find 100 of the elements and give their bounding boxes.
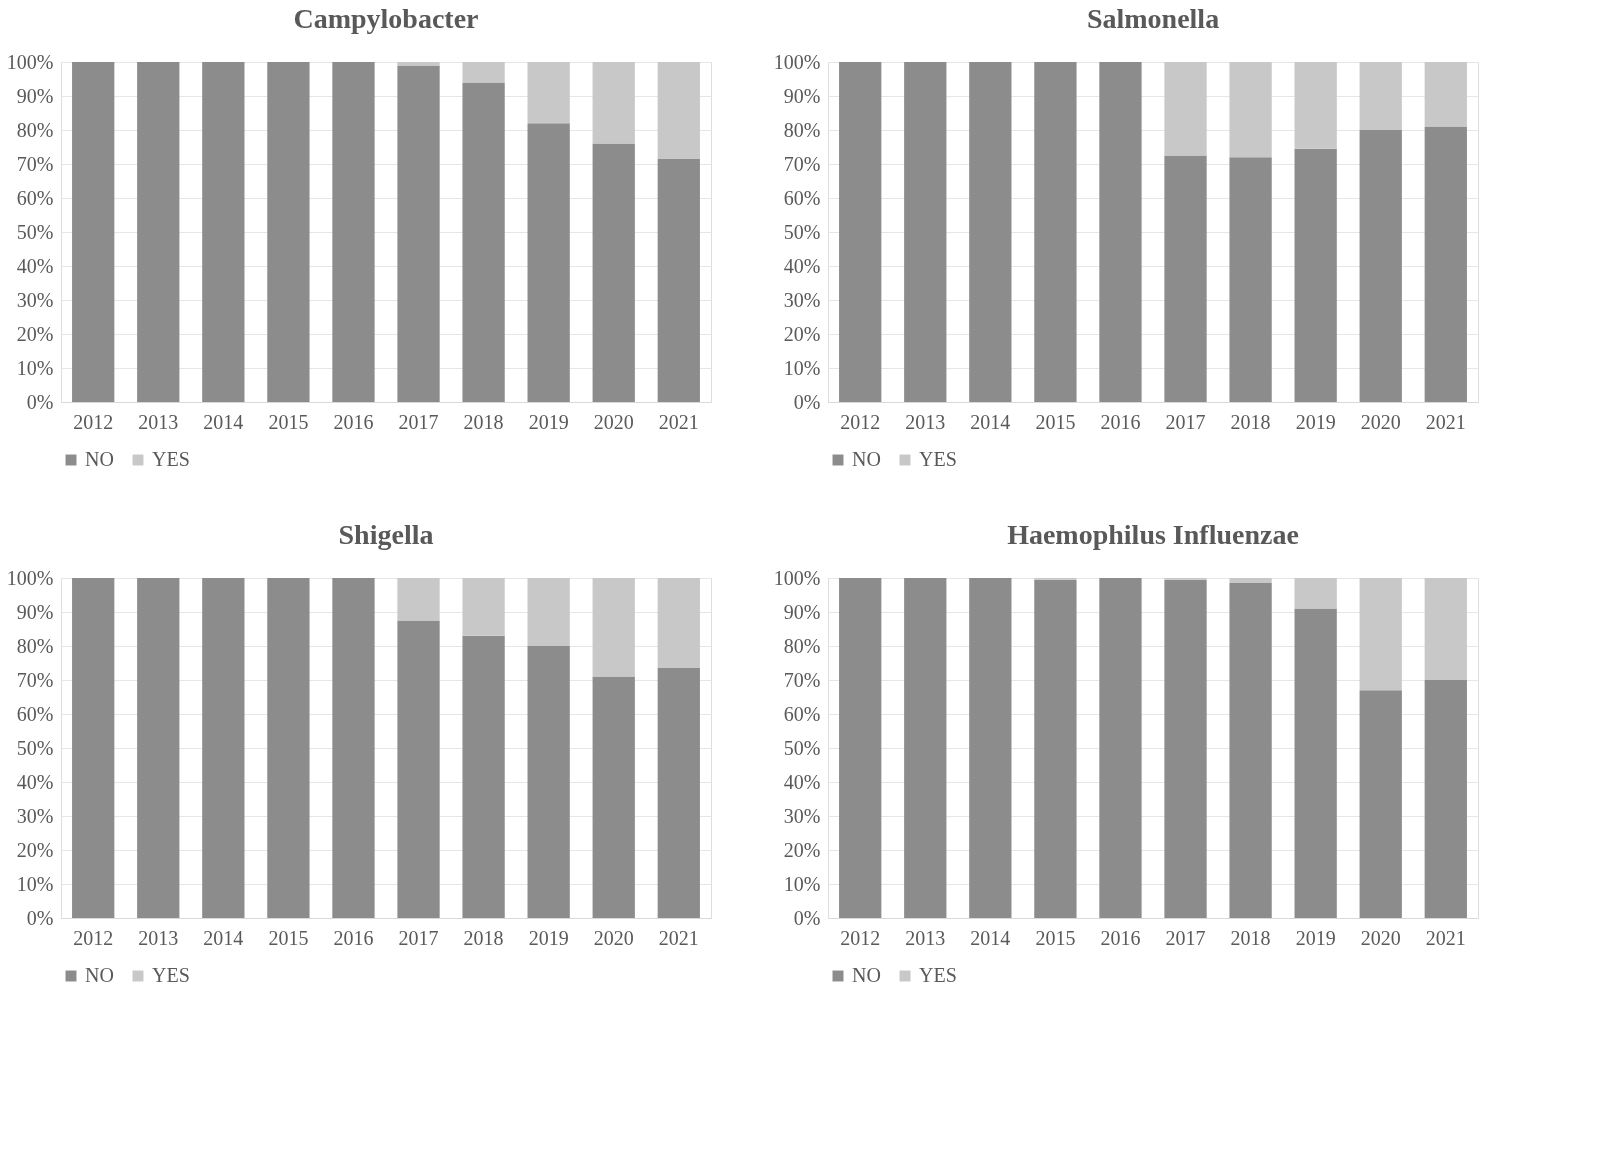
bar <box>137 578 180 918</box>
bar <box>202 62 245 402</box>
bar <box>1034 579 1077 918</box>
bar <box>462 82 505 402</box>
bar <box>462 635 505 918</box>
x-tick-label: 2015 <box>268 926 309 949</box>
y-tick-label: 10% <box>16 356 54 379</box>
x-tick-label: 2014 <box>203 410 244 433</box>
y-tick-label: 0% <box>793 906 821 929</box>
bar <box>592 578 635 677</box>
legend-label: YES <box>152 448 190 470</box>
y-tick-label: 50% <box>783 220 821 243</box>
bar <box>904 62 947 402</box>
x-tick-label: 2013 <box>138 410 179 433</box>
bar <box>1294 62 1337 149</box>
x-tick-label: 2014 <box>203 926 244 949</box>
y-tick-label: 0% <box>26 906 54 929</box>
bar <box>1229 62 1272 158</box>
x-tick-label: 2018 <box>1230 410 1271 433</box>
bar <box>202 578 245 918</box>
bar <box>1424 578 1467 680</box>
y-tick-label: 30% <box>16 288 54 311</box>
legend-label: YES <box>152 964 190 986</box>
y-tick-label: 80% <box>783 634 821 657</box>
x-tick-label: 2012 <box>840 926 881 949</box>
bar <box>1099 62 1142 402</box>
x-tick-label: 2015 <box>268 410 309 433</box>
y-tick-label: 100% <box>773 566 821 589</box>
x-tick-label: 2019 <box>1295 410 1336 433</box>
y-tick-label: 60% <box>783 702 821 725</box>
y-tick-label: 0% <box>26 390 54 413</box>
bar <box>72 578 115 918</box>
y-tick-label: 40% <box>783 254 821 277</box>
bar <box>1294 148 1337 402</box>
bar <box>1424 680 1467 918</box>
bar <box>904 578 947 918</box>
legend-label: NO <box>85 448 114 470</box>
chart-title: Haemophilus Influenzae <box>1007 519 1299 550</box>
y-tick-label: 30% <box>783 288 821 311</box>
x-tick-label: 2017 <box>1165 926 1206 949</box>
x-tick-label: 2021 <box>658 410 699 433</box>
y-tick-label: 20% <box>783 322 821 345</box>
y-tick-label: 70% <box>16 668 54 691</box>
x-tick-label: 2019 <box>528 410 569 433</box>
x-tick-label: 2020 <box>1360 410 1401 433</box>
bar <box>657 62 700 159</box>
bar <box>1359 130 1402 402</box>
x-tick-label: 2016 <box>333 926 374 949</box>
x-tick-label: 2017 <box>1165 410 1206 433</box>
bar <box>397 62 440 66</box>
y-tick-label: 80% <box>783 118 821 141</box>
legend-label: NO <box>85 964 114 986</box>
bar <box>267 62 310 402</box>
x-tick-label: 2015 <box>1035 410 1076 433</box>
y-tick-label: 50% <box>783 736 821 759</box>
x-tick-label: 2014 <box>970 926 1011 949</box>
y-tick-label: 100% <box>6 50 54 73</box>
bar <box>1034 62 1077 402</box>
chart-title: Campylobacter <box>293 3 479 34</box>
y-tick-label: 60% <box>16 186 54 209</box>
y-tick-label: 50% <box>16 736 54 759</box>
bar <box>657 158 700 402</box>
bar <box>332 62 375 402</box>
y-tick-label: 70% <box>16 152 54 175</box>
bar <box>527 62 570 124</box>
bar <box>397 620 440 918</box>
x-tick-label: 2020 <box>593 926 634 949</box>
x-tick-label: 2015 <box>1035 926 1076 949</box>
x-tick-label: 2014 <box>970 410 1011 433</box>
y-tick-label: 20% <box>783 838 821 861</box>
x-tick-label: 2016 <box>1100 410 1141 433</box>
bar <box>527 578 570 646</box>
x-tick-label: 2016 <box>1100 926 1141 949</box>
bar <box>462 578 505 636</box>
bar <box>1359 62 1402 130</box>
y-tick-label: 20% <box>16 322 54 345</box>
y-tick-label: 40% <box>16 770 54 793</box>
bar <box>592 143 635 402</box>
x-tick-label: 2020 <box>593 410 634 433</box>
x-tick-label: 2021 <box>658 926 699 949</box>
bar <box>1164 155 1207 402</box>
x-tick-label: 2021 <box>1425 926 1466 949</box>
x-tick-label: 2019 <box>528 926 569 949</box>
x-tick-label: 2021 <box>1425 410 1466 433</box>
legend-label: NO <box>852 448 881 470</box>
x-tick-label: 2012 <box>73 410 114 433</box>
x-tick-label: 2018 <box>1230 926 1271 949</box>
bar <box>527 123 570 402</box>
y-tick-label: 70% <box>783 668 821 691</box>
bar <box>1359 578 1402 691</box>
bar <box>462 62 505 83</box>
bar <box>592 62 635 144</box>
bar <box>332 578 375 918</box>
y-tick-label: 90% <box>16 600 54 623</box>
y-tick-label: 100% <box>773 50 821 73</box>
bar <box>72 62 115 402</box>
y-tick-label: 30% <box>16 804 54 827</box>
bar <box>839 578 882 918</box>
y-tick-label: 70% <box>783 152 821 175</box>
x-tick-label: 2017 <box>398 410 439 433</box>
